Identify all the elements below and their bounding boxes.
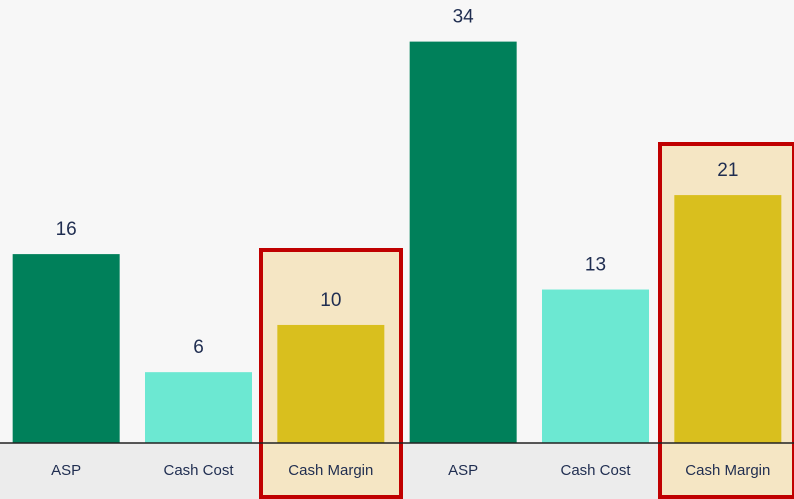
x-tick-label: ASP bbox=[51, 462, 81, 479]
bar bbox=[13, 254, 120, 443]
x-tick-label: Cash Cost bbox=[560, 462, 631, 479]
bar bbox=[674, 195, 781, 443]
value-label: 16 bbox=[56, 219, 77, 240]
value-label: 10 bbox=[320, 290, 341, 311]
x-tick-label: Cash Margin bbox=[288, 462, 373, 479]
chart: 16 6 10 34 13 21 ASP Cash Cost Cash Margin ASP Ca… bbox=[0, 0, 794, 499]
value-label: 21 bbox=[717, 160, 738, 181]
bar bbox=[410, 42, 517, 443]
x-tick-label: Cash Margin bbox=[685, 462, 770, 479]
value-label: 13 bbox=[585, 255, 606, 276]
bar bbox=[277, 325, 384, 443]
value-label: 34 bbox=[453, 7, 475, 28]
value-label: 6 bbox=[193, 337, 204, 358]
x-tick-label: ASP bbox=[448, 462, 478, 479]
bar bbox=[145, 372, 252, 443]
bar bbox=[542, 290, 649, 443]
x-tick-label: Cash Cost bbox=[163, 462, 234, 479]
